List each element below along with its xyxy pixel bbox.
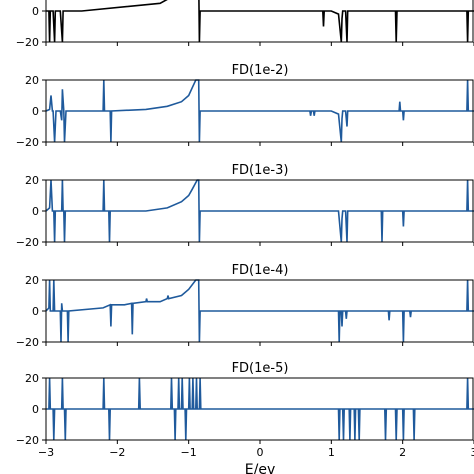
y-tick-label-4-0: 20	[25, 372, 39, 385]
x-tick-label-0: −3	[38, 446, 54, 459]
y-tick-label-4-1: 0	[32, 403, 39, 416]
x-axis-label: E/ev	[245, 462, 275, 474]
panel-0: 0 −20	[16, 0, 474, 49]
panel-4: FD(1e-5) 20 0 −20−3 −2 −1 0 1 2 3	[16, 361, 474, 459]
y-tick-label-1-1: 0	[32, 105, 39, 118]
y-tick-label-1-0: 20	[25, 74, 39, 87]
x-tick-label-3: 0	[257, 446, 264, 459]
y-tick-label-0-1: −20	[16, 36, 39, 49]
panel-1: FD(1e-2) 20 0 −20	[16, 63, 474, 149]
panel-2: FD(1e-3) 20 0 −20	[16, 163, 474, 249]
panel-title-3: FD(1e-4)	[232, 263, 289, 278]
series-line-3-0	[45, 279, 474, 343]
y-tick-label-1-2: −20	[16, 136, 39, 149]
panels: 0−20FD(1e-2)200−20FD(1e-3)200−20FD(1e-4)…	[16, 0, 474, 459]
x-tick-label-4: 1	[328, 446, 335, 459]
panel-title-2: FD(1e-3)	[232, 163, 289, 178]
y-tick-label-4-2: −20	[16, 434, 39, 447]
series-line-4-0	[46, 377, 474, 441]
series-line-1-0	[45, 79, 474, 143]
y-tick-label-3-1: 0	[32, 305, 39, 318]
panel-3: FD(1e-4) 20 0 −20	[16, 263, 474, 349]
x-tick-label-2: −1	[181, 446, 197, 459]
y-tick-label-2-2: −20	[16, 236, 39, 249]
panel-title-1: FD(1e-2)	[232, 63, 289, 78]
panel-frame-0	[45, 0, 474, 43]
y-tick-label-3-0: 20	[25, 274, 39, 287]
y-tick-label-3-2: −20	[16, 336, 39, 349]
y-tick-label-2-0: 20	[25, 174, 39, 187]
panel-title-4: FD(1e-5)	[232, 361, 289, 376]
x-tick-label-5: 2	[399, 446, 406, 459]
series-line-0-0	[46, 0, 474, 43]
x-tick-label-6: 3	[471, 446, 474, 459]
y-tick-label-0-0: 0	[32, 5, 39, 18]
y-tick-label-2-1: 0	[32, 205, 39, 218]
x-tick-label-1: −2	[109, 446, 125, 459]
series-line-2-0	[45, 179, 474, 243]
